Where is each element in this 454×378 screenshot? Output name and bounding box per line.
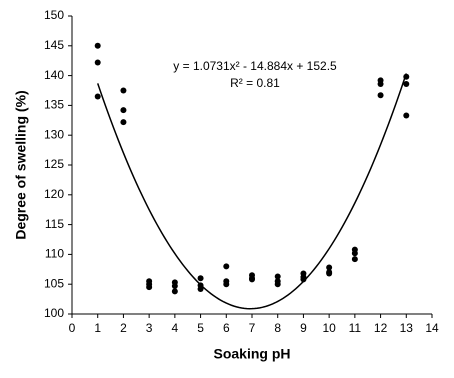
data-point [146,284,153,291]
x-tick-label: 6 [223,321,230,335]
x-tick-label: 3 [146,321,153,335]
data-point [377,92,384,99]
y-tick-label: 135 [44,98,64,112]
data-point [351,256,358,263]
y-tick-label: 140 [44,68,64,82]
data-point [94,42,101,49]
data-point [274,281,281,288]
y-tick-label: 115 [45,217,64,231]
x-tick-label: 12 [374,321,388,335]
data-point [326,270,333,277]
x-tick-label: 8 [274,321,281,335]
data-point [377,80,384,87]
data-point [171,282,178,289]
y-tick-label: 125 [44,157,64,171]
data-point [197,275,204,282]
data-point [223,281,230,288]
data-point [326,264,333,271]
x-axis-label: Soaking pH [213,346,290,362]
data-point [403,112,410,119]
data-point [403,73,410,80]
data-point [403,80,410,87]
x-tick-label: 9 [300,321,307,335]
data-point [94,93,101,100]
trend-curve [97,73,408,310]
y-tick-label: 120 [44,187,64,201]
x-tick-label: 1 [94,321,101,335]
y-tick-label: 150 [44,8,64,22]
r-squared: R² = 0.81 [230,76,280,90]
x-tick-label: 14 [425,321,439,335]
data-point [197,285,204,292]
data-point [249,276,255,283]
x-tick-label: 13 [400,321,414,335]
x-tick-label: 10 [322,321,336,335]
data-point [120,119,127,126]
x-tick-label: 0 [69,321,76,335]
y-tick-label: 100 [44,306,64,320]
data-point [274,273,281,280]
x-tick-label: 7 [249,321,256,335]
x-tick-label: 5 [197,321,204,335]
data-point [351,250,358,257]
data-point [223,263,230,270]
data-point [171,288,178,295]
data-point [120,107,127,114]
y-tick-label: 105 [44,276,64,290]
data-point [120,87,127,94]
x-tick-label: 4 [172,321,179,335]
data-point [300,276,307,283]
y-tick-label: 110 [45,247,64,261]
x-tick-label: 2 [120,321,127,335]
x-tick-label: 11 [349,321,362,335]
y-tick-label: 130 [44,127,64,141]
y-tick-label: 145 [44,38,64,52]
y-axis-label: Degree of swelling (%) [13,90,29,239]
trend-equation: y = 1.0731x² - 14.884x + 152.5 [173,59,337,73]
data-point [94,59,101,66]
